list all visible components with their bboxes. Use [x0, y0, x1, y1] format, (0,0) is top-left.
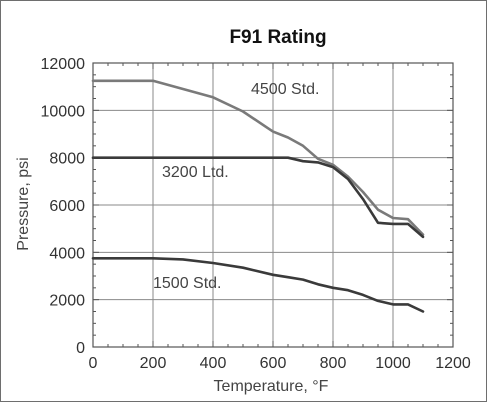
series-label-4500-std: 4500 Std. [251, 81, 320, 98]
y-tick-label: 2000 [49, 293, 85, 310]
x-axis-title: Temperature, °F [214, 378, 329, 395]
series-lines [91, 79, 425, 313]
y-tick-label: 12000 [41, 56, 86, 73]
y-tick-label: 0 [76, 340, 85, 357]
y-tick-label: 6000 [49, 198, 85, 215]
series-label-1500-std: 1500 Std. [153, 275, 222, 292]
y-axis-title: Pressure, psi [15, 157, 32, 250]
x-tick-label: 400 [200, 355, 227, 372]
x-tick-label: 0 [89, 355, 98, 372]
series-line-1500-std [91, 256, 425, 313]
axis-ticks [92, 62, 454, 348]
y-tick-label: 10000 [41, 103, 86, 120]
series-label-3200-ltd: 3200 Ltd. [162, 164, 229, 181]
y-tick-label: 4000 [49, 245, 85, 262]
x-tick-label: 800 [320, 355, 347, 372]
y-tick-label: 8000 [49, 151, 85, 168]
series-line-4500-std [91, 79, 425, 236]
chart-title: F91 Rating [229, 27, 326, 48]
x-tick-label: 1000 [375, 355, 411, 372]
x-tick-label: 200 [140, 355, 167, 372]
series-line-3200-ltd [91, 156, 425, 239]
x-tick-label: 600 [260, 355, 287, 372]
x-tick-label: 1200 [435, 355, 471, 372]
tick-labels: 0 200 400 600 800 1000 12000200040006000800010… [41, 56, 471, 372]
